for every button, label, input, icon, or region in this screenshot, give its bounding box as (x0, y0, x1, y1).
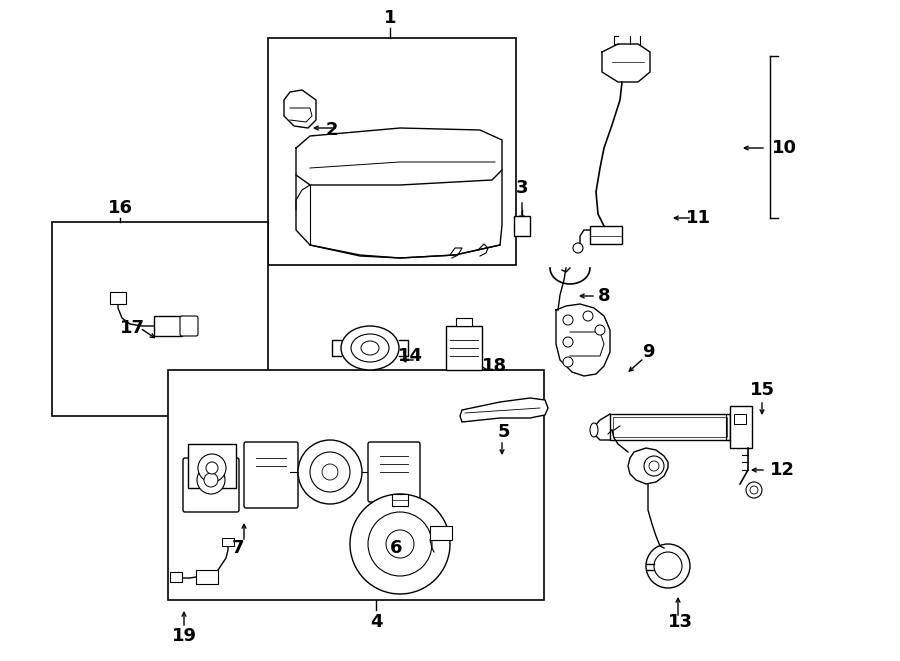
Bar (168, 370, 544, 600)
FancyBboxPatch shape (180, 316, 198, 336)
Text: 8: 8 (598, 287, 610, 305)
Circle shape (322, 464, 338, 480)
FancyBboxPatch shape (368, 442, 420, 502)
Bar (222, 538, 234, 546)
FancyBboxPatch shape (244, 442, 298, 508)
Text: 13: 13 (668, 613, 692, 631)
Bar (430, 526, 452, 540)
Circle shape (595, 325, 605, 335)
Bar (610, 414, 730, 440)
FancyBboxPatch shape (183, 458, 239, 512)
Circle shape (204, 473, 218, 487)
Text: 16: 16 (107, 199, 132, 217)
Bar (456, 318, 472, 326)
Bar (734, 414, 746, 424)
Circle shape (298, 440, 362, 504)
Ellipse shape (351, 334, 389, 362)
Bar (446, 326, 482, 370)
Bar (590, 226, 622, 244)
Bar (154, 316, 182, 336)
Text: 17: 17 (120, 319, 145, 337)
Text: 1: 1 (383, 9, 396, 27)
Circle shape (644, 456, 664, 476)
Bar (170, 572, 182, 582)
Polygon shape (284, 90, 316, 128)
Circle shape (310, 452, 350, 492)
Text: 4: 4 (370, 613, 382, 631)
Bar (188, 444, 236, 488)
Text: 9: 9 (642, 343, 654, 361)
Circle shape (583, 311, 593, 321)
Circle shape (563, 315, 573, 325)
Text: 10: 10 (771, 139, 796, 157)
Text: 6: 6 (390, 539, 402, 557)
Bar (196, 570, 218, 584)
Text: 18: 18 (482, 357, 507, 375)
Polygon shape (628, 448, 668, 484)
Circle shape (197, 466, 225, 494)
Circle shape (206, 462, 218, 474)
Circle shape (654, 552, 682, 580)
Text: 11: 11 (686, 209, 710, 227)
Circle shape (368, 512, 432, 576)
Bar (392, 494, 408, 506)
Ellipse shape (590, 423, 598, 437)
Circle shape (350, 494, 450, 594)
Circle shape (386, 530, 414, 558)
Bar (52, 222, 268, 416)
Bar (730, 406, 752, 448)
Bar (613, 417, 727, 437)
Text: 3: 3 (516, 179, 528, 197)
Circle shape (198, 454, 226, 482)
Text: 14: 14 (398, 347, 422, 365)
Circle shape (746, 482, 762, 498)
Circle shape (649, 461, 659, 471)
Circle shape (646, 544, 690, 588)
Polygon shape (460, 398, 548, 422)
Polygon shape (556, 304, 610, 376)
Circle shape (750, 486, 758, 494)
Text: 19: 19 (172, 627, 196, 645)
Circle shape (573, 243, 583, 253)
Circle shape (563, 357, 573, 367)
Text: 2: 2 (326, 121, 338, 139)
Text: 7: 7 (232, 539, 244, 557)
Text: 5: 5 (498, 423, 510, 441)
Bar (268, 38, 516, 265)
Ellipse shape (361, 341, 379, 355)
Bar (110, 292, 126, 304)
Circle shape (563, 337, 573, 347)
Bar (514, 216, 530, 236)
Polygon shape (602, 44, 650, 82)
Text: 12: 12 (770, 461, 795, 479)
Text: 15: 15 (750, 381, 775, 399)
Ellipse shape (341, 326, 399, 370)
